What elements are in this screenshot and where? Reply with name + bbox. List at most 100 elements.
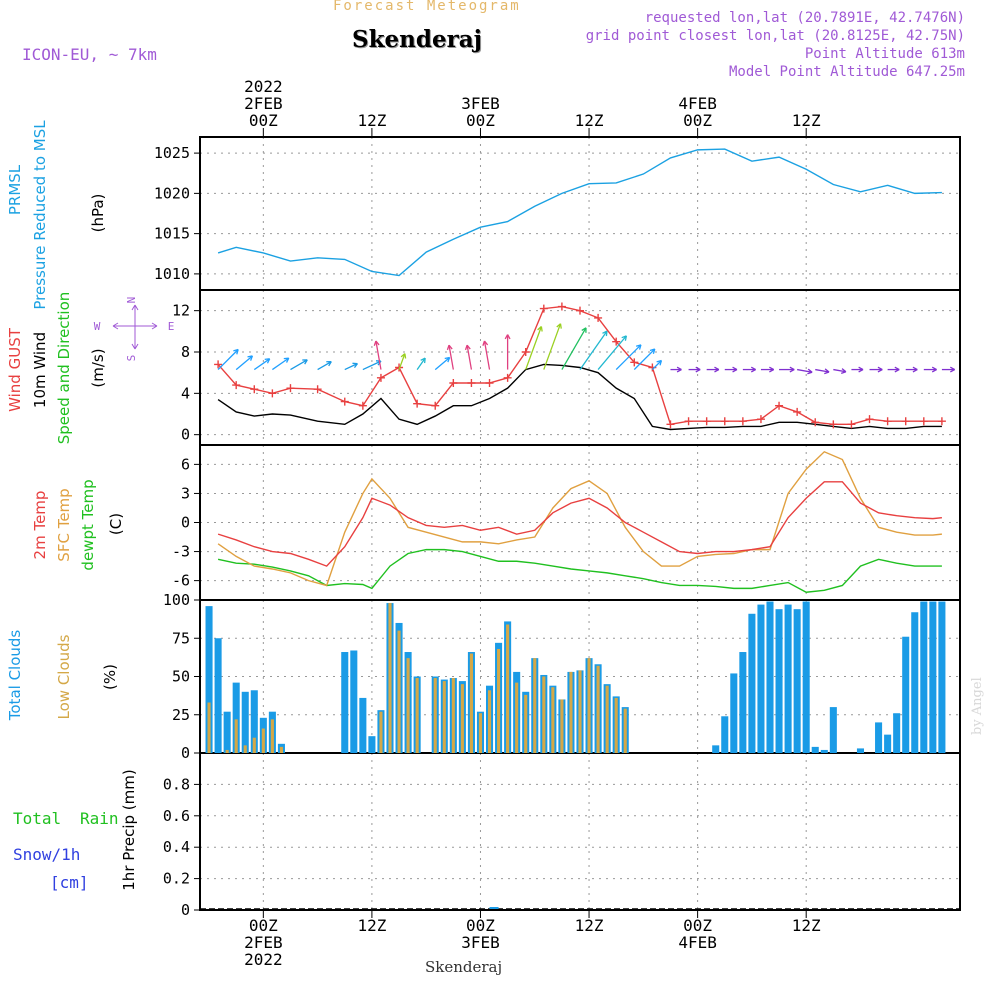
gust-marker (395, 363, 404, 372)
wind-direction-arrow (464, 344, 473, 370)
gust-marker (521, 348, 530, 356)
low-cloud-bar (388, 603, 392, 753)
x-tick-label-bottom: 4FEB (678, 933, 717, 952)
low-cloud-bar (225, 749, 229, 753)
wind-arrow-head (420, 357, 426, 364)
y-tick-label: 3 (181, 484, 190, 502)
wind-arrow-shaft (253, 358, 271, 371)
y-tick-label: -6 (172, 572, 190, 590)
x-tick-label-top: 4FEB (678, 94, 717, 113)
gust-marker (829, 420, 838, 429)
wind-direction-arrow (217, 348, 239, 371)
total-cloud-bar (730, 673, 738, 753)
wind-arrow-head (264, 358, 271, 364)
wind-direction-arrow (760, 366, 775, 373)
gust-marker (214, 360, 223, 369)
low-cloud-bar (261, 728, 265, 753)
wind-direction-arrow (851, 366, 864, 373)
y-tick-label: 0.4 (163, 838, 190, 856)
y-tick-label: 0.8 (163, 775, 190, 793)
wind-arrow-head (482, 340, 489, 346)
wind-arrow-shaft (483, 340, 491, 370)
wind-direction-arrow (398, 353, 407, 370)
low-cloud-bar (596, 665, 600, 753)
precip-units: 1hr Precip (mm) (120, 769, 138, 890)
wind-direction-arrow (504, 334, 511, 370)
low-cloud-bar (379, 711, 383, 753)
low-cloud-bar (605, 685, 609, 753)
rain-label-rain: Rain (80, 809, 119, 828)
compass-icon (112, 304, 158, 350)
wind-units: (m/s) (89, 348, 107, 387)
total-cloud-bar (766, 601, 774, 753)
low-cloud-bar (469, 653, 473, 753)
wind-direction-arrow (597, 335, 628, 370)
wind-arrow-shaft (217, 349, 239, 371)
y-tick-label: 1015 (154, 225, 190, 243)
total-cloud-bar (775, 609, 783, 753)
snow-units-label: [cm] (50, 873, 89, 892)
wind-arrow-head (894, 366, 900, 373)
wind-direction-arrow (253, 358, 271, 371)
rain-label-total: Total (13, 809, 61, 828)
wind-direction-arrow (905, 366, 918, 373)
total-cloud-bar (712, 745, 720, 753)
gust-marker (937, 417, 946, 426)
total-cloud-bar (350, 650, 358, 753)
x-tick-label-bottom: 3FEB (461, 933, 500, 952)
wind-direction-arrow (670, 366, 682, 373)
x-tick-label-bottom: 2022 (244, 950, 283, 969)
x-tick-label-bottom: 12Z (792, 916, 821, 935)
wind-direction-arrow (724, 366, 738, 373)
wind-direction-arrow (633, 348, 656, 371)
low-cloud-bar (560, 699, 564, 753)
cloud-units: (%) (101, 664, 119, 690)
compass-north: N (125, 297, 138, 304)
compass-east: E (168, 320, 175, 333)
wind-arrow-head (858, 366, 864, 373)
wind-direction-arrow (615, 344, 642, 371)
gust-marker (630, 358, 639, 367)
wind-arrow-head (732, 366, 738, 373)
x-tick-label-top: 12Z (792, 111, 821, 130)
y-tick-label: 0.6 (163, 807, 190, 825)
wind-direction-arrow (561, 327, 587, 370)
y-tick-label: 0 (181, 901, 190, 919)
y-tick-label: 0 (181, 514, 190, 532)
total-cloud-bar (341, 652, 349, 753)
wind-arrow-head (602, 330, 608, 337)
wind-arrow-head (649, 348, 656, 355)
watermark: by Angel (970, 677, 985, 735)
wind-arrow-shaft (543, 323, 562, 370)
panel-frame (199, 136, 961, 291)
gust-marker (865, 415, 874, 424)
wind-arrow-shaft (375, 340, 382, 370)
wind-arrow-shaft (317, 361, 332, 371)
x-tick-label-top: 2022 (244, 77, 283, 96)
total-cloud-bar (811, 746, 819, 753)
gust-marker (313, 385, 322, 394)
wind-direction-arrow (833, 368, 847, 375)
wind-arrow-head (537, 326, 543, 332)
wind-direction-arrow (434, 356, 451, 371)
total-cloud-bar (223, 711, 231, 753)
total-cloud-bar (938, 601, 946, 753)
x-tick-label-top: 00Z (249, 111, 278, 130)
total-cloud-bar (232, 682, 240, 753)
x-tick-label-bottom: 00Z (466, 916, 495, 935)
compass-south: S (125, 355, 138, 362)
wind-arrow-shaft (398, 353, 406, 370)
wind-arrow-shaft (561, 327, 587, 370)
y-tick-label: 1020 (154, 184, 190, 202)
gust-marker (793, 407, 802, 416)
total-cloud-bar (902, 636, 910, 753)
total-cloud-bar (359, 697, 367, 753)
footer-location: Skenderaj (425, 958, 503, 976)
wind-direction-arrow (482, 340, 491, 370)
low-cloud-bar (623, 708, 627, 753)
temp-2m-line (217, 481, 942, 567)
model-name: ICON-EU, ~ 7km (22, 45, 157, 64)
wind-arrow-head (750, 366, 756, 373)
total-cloud-bar (757, 604, 765, 753)
gust-marker (250, 385, 259, 394)
